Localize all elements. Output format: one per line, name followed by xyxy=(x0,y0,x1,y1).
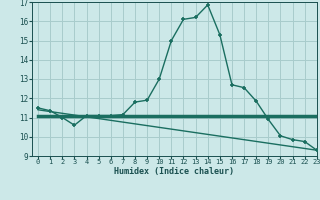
X-axis label: Humidex (Indice chaleur): Humidex (Indice chaleur) xyxy=(115,167,234,176)
